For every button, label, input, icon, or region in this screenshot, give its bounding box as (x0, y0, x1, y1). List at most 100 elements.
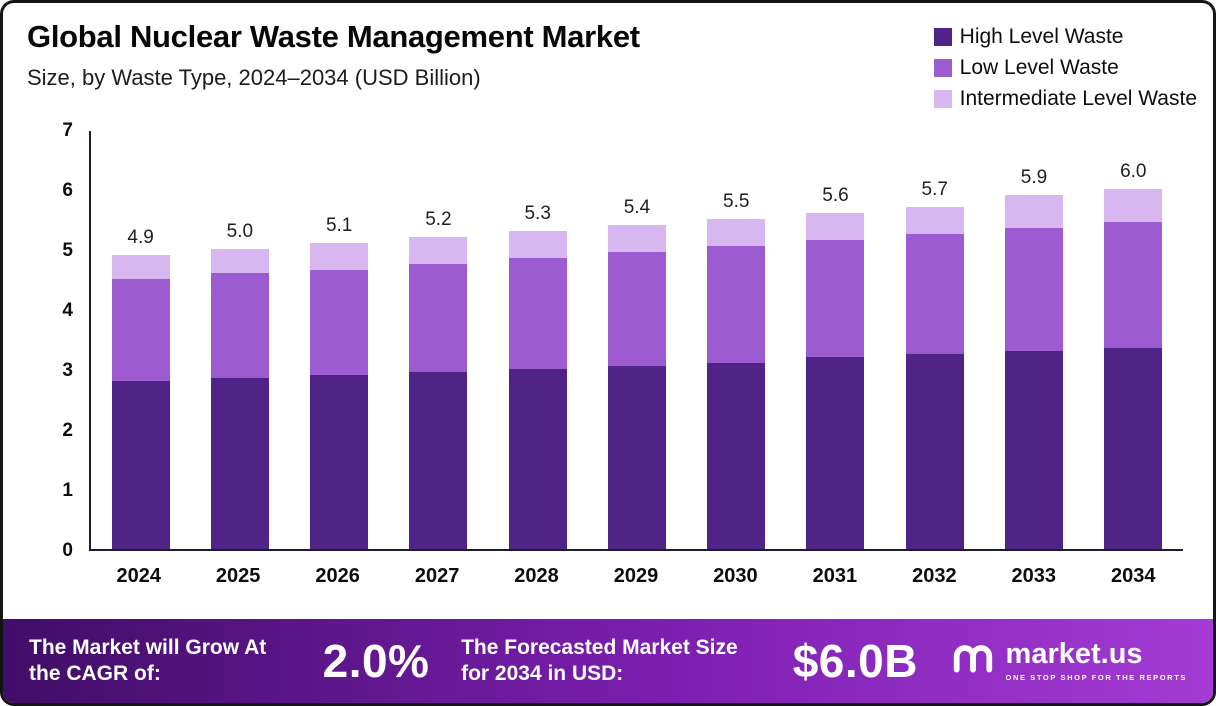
bar-segment-low-level-waste (905, 234, 964, 354)
bar-segment-intermediate-level-waste (1005, 195, 1064, 228)
bar-segment-high-level-waste (905, 354, 964, 549)
bar-2024: 4.9 (111, 227, 170, 549)
y-tick-0: 0 (62, 540, 73, 561)
y-axis: 0 1 2 3 4 5 6 7 (25, 120, 89, 561)
x-tick-2031: 2031 (812, 565, 858, 587)
bar-segment-high-level-waste (1104, 348, 1163, 549)
bar-segment-intermediate-level-waste (508, 231, 567, 258)
bar-total-label: 5.3 (524, 203, 551, 224)
bar-segment-low-level-waste (508, 258, 567, 369)
page-title: Global Nuclear Waste Management Market (27, 19, 640, 54)
bar-total-label: 5.1 (325, 215, 353, 236)
bar-segment-low-level-waste (310, 270, 369, 375)
x-tick-2033: 2033 (1011, 565, 1057, 587)
y-tick-2: 2 (62, 420, 73, 441)
bar-stack (111, 255, 170, 549)
bar-2031: 5.6 (806, 185, 865, 549)
bar-2030: 5.5 (707, 191, 766, 549)
axis-corner-spacer (25, 551, 89, 588)
footer-banner: The Market will Grow At the CAGR of: 2.0… (3, 619, 1213, 703)
bar-total-label: 5.4 (623, 197, 651, 218)
bar-segment-high-level-waste (1005, 351, 1064, 549)
legend-swatch (933, 59, 952, 77)
y-tick-7: 7 (62, 120, 73, 141)
bar-segment-high-level-waste (111, 381, 170, 549)
bar-total-label: 5.5 (723, 191, 750, 212)
legend-label: Low Level Waste (959, 56, 1119, 79)
cagr-value: 2.0% (322, 635, 430, 687)
bar-stack (310, 243, 369, 549)
bar-segment-intermediate-level-waste (905, 207, 964, 234)
bar-2033: 5.9 (1005, 167, 1064, 549)
bar-segment-high-level-waste (508, 369, 567, 549)
bar-stack (707, 219, 766, 549)
bar-total-label: 5.2 (425, 209, 452, 230)
bar-stack (905, 207, 964, 549)
x-tick-2028: 2028 (514, 565, 559, 587)
bar-total-label: 5.9 (1020, 167, 1048, 188)
bar-stack (508, 231, 567, 549)
bar-segment-low-level-waste (210, 273, 269, 378)
y-tick-1: 1 (62, 480, 73, 501)
bar-2029: 5.4 (607, 197, 666, 549)
chart-header: Global Nuclear Waste Management Market S… (3, 3, 1213, 111)
legend-label: Intermediate Level Waste (959, 87, 1197, 110)
cagr-label: The Market will Grow At the CAGR of: (29, 635, 267, 685)
bar-columns: 4.9 5.0 5.1 5.2 5.3 5.4 5.5 5.6 5.7 5.9 6.0 (91, 131, 1183, 549)
bar-segment-low-level-waste (806, 240, 865, 357)
bar-2026: 5.1 (310, 215, 369, 549)
bar-segment-low-level-waste (111, 279, 170, 381)
bar-segment-high-level-waste (607, 366, 666, 549)
bar-segment-intermediate-level-waste (111, 255, 170, 279)
x-tick-2034: 2034 (1111, 565, 1156, 587)
page-subtitle: Size, by Waste Type, 2024–2034 (USD Bill… (27, 65, 481, 90)
bar-segment-intermediate-level-waste (409, 237, 468, 264)
bar-stack (1104, 189, 1163, 549)
bar-segment-high-level-waste (310, 375, 369, 549)
bar-2034: 6.0 (1104, 161, 1163, 549)
x-tick-2029: 2029 (613, 565, 659, 587)
bar-segment-high-level-waste (806, 357, 865, 549)
legend-swatch (933, 28, 952, 46)
legend-swatch (933, 90, 952, 108)
bar-segment-low-level-waste (1005, 228, 1064, 351)
bar-segment-high-level-waste (707, 363, 766, 549)
bar-total-label: 5.0 (226, 221, 254, 242)
bar-segment-intermediate-level-waste (1104, 189, 1163, 222)
bar-total-label: 6.0 (1120, 161, 1147, 182)
x-tick-2025: 2025 (215, 565, 261, 587)
bar-segment-intermediate-level-waste (707, 219, 766, 246)
chart-legend: High Level Waste Low Level Waste Intermedi… (933, 25, 1197, 111)
bar-stack (1005, 195, 1064, 549)
legend-item-high-level-waste: High Level Waste (933, 25, 1197, 49)
bar-segment-intermediate-level-waste (806, 213, 865, 240)
chart-area: 0 1 2 3 4 5 6 7 4.9 5.0 5.1 5.2 5.3 5.4 5.5 5.6 5.7 5.9 6… (25, 120, 1183, 588)
legend-item-intermediate-level-waste: Intermediate Level Waste (933, 87, 1197, 111)
legend-item-low-level-waste: Low Level Waste (933, 56, 1197, 80)
forecast-value: $6.0B (792, 635, 918, 687)
bar-total-label: 5.7 (921, 179, 948, 200)
brand-tagline: ONE STOP SHOP FOR THE REPORTS (1005, 673, 1187, 682)
bar-segment-low-level-waste (707, 246, 766, 363)
y-tick-6: 6 (62, 180, 73, 201)
bar-segment-low-level-waste (607, 252, 666, 366)
bar-stack (806, 213, 865, 549)
bar-total-label: 5.6 (822, 185, 849, 206)
legend-label: High Level Waste (959, 25, 1124, 48)
bar-segment-intermediate-level-waste (607, 225, 666, 252)
x-tick-2027: 2027 (414, 565, 460, 587)
y-tick-5: 5 (62, 240, 73, 261)
bar-segment-intermediate-level-waste (310, 243, 369, 270)
y-tick-3: 3 (62, 360, 73, 381)
bar-stack (409, 237, 468, 549)
forecast-label: The Forecasted Market Size for 2034 in U… (461, 635, 738, 685)
bar-total-label: 4.9 (127, 227, 154, 248)
plot-area: 4.9 5.0 5.1 5.2 5.3 5.4 5.5 5.6 5.7 5.9 6.0 (89, 131, 1183, 551)
brand-text: market.us ONE STOP SHOP FOR THE REPORTS (1005, 638, 1187, 683)
bar-segment-low-level-waste (409, 264, 468, 372)
y-tick-4: 4 (62, 300, 73, 321)
bar-stack (607, 225, 666, 549)
brand-name: market.us (1005, 638, 1143, 670)
bar-segment-low-level-waste (1104, 222, 1163, 348)
